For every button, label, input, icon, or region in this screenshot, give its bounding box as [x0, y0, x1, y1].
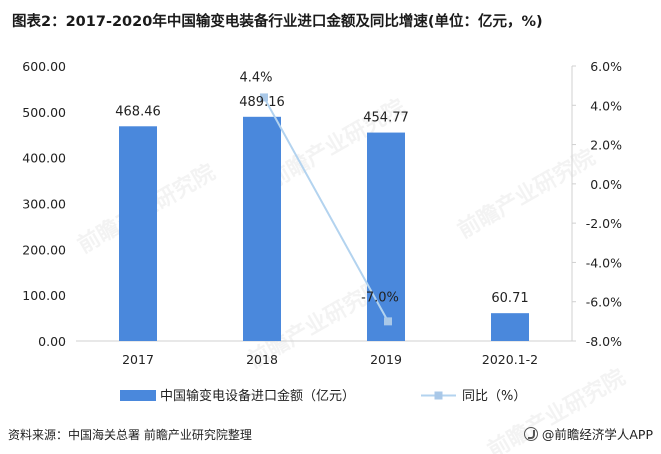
y-right-tick-label: -4.0%	[586, 255, 622, 270]
legend: 中国输变电设备进口金额（亿元） 同比（%）	[120, 388, 526, 404]
bar	[367, 132, 405, 341]
y-right-tick-label: -2.0%	[586, 216, 622, 231]
x-tick-label: 2018	[246, 352, 278, 367]
y-right-tick-label: 2.0%	[590, 138, 622, 153]
line-data-label: 4.4%	[239, 70, 272, 85]
legend-line-label: 同比（%）	[462, 389, 526, 404]
qianzhan-logo-icon	[523, 427, 538, 441]
y-right-tick-label: 4.0%	[590, 98, 622, 113]
x-tick-label: 2017	[122, 352, 154, 367]
data-labels: 468.46 489.16 454.77 60.71 4.4% -7.0%	[115, 70, 528, 306]
y-right-tick-label: 6.0%	[590, 59, 622, 74]
y-left-tick-label: 500.00	[22, 105, 66, 120]
legend-bar-label: 中国输变电设备进口金额（亿元）	[160, 388, 355, 404]
line-marker	[260, 93, 268, 102]
y-left-tick-label: 300.00	[22, 197, 66, 212]
source-note: 资料来源：中国海关总署 前瞻产业研究院整理	[8, 428, 252, 442]
y-right-tick-label: 0.0%	[590, 177, 622, 192]
y-left-tick-label: 400.00	[22, 151, 66, 166]
bar-data-label: 489.16	[239, 95, 285, 110]
y-right-tick-label: -8.0%	[586, 334, 622, 349]
legend-bar-swatch	[120, 390, 156, 401]
line-path	[263, 96, 389, 322]
bar	[491, 313, 529, 341]
bar-data-label: 468.46	[115, 104, 161, 119]
bars	[119, 116, 529, 341]
brand-credit: @前瞻经济学人APP	[523, 424, 653, 443]
line-series	[260, 93, 392, 326]
y-left-tick-label: 600.00	[22, 59, 66, 74]
brand-text: @前瞻经济学人APP	[541, 427, 653, 442]
line-data-label: -7.0%	[361, 290, 399, 305]
bar-data-label: 454.77	[363, 111, 409, 126]
x-tick-label: 2019	[370, 352, 402, 367]
y-left-tick-label: 100.00	[22, 288, 66, 303]
y-left-tick-label: 0.00	[38, 334, 66, 349]
chart-title: 图表2：2017-2020年中国输变电装备行业进口金额及同比增速(单位：亿元，%…	[12, 14, 543, 30]
watermark-text: 前瞻产业研究院	[453, 144, 599, 244]
line-marker	[384, 317, 392, 326]
legend-line-marker	[434, 391, 443, 400]
x-tick-label: 2020.1-2	[482, 352, 538, 367]
bar	[243, 116, 281, 341]
axes: 0.00 100.00 200.00 300.00 400.00 500.00 600.00…	[22, 59, 622, 367]
bar	[119, 126, 157, 341]
bar-data-label: 60.71	[491, 291, 528, 306]
y-left-tick-label: 200.00	[22, 242, 66, 257]
y-right-tick-label: -6.0%	[586, 295, 622, 310]
